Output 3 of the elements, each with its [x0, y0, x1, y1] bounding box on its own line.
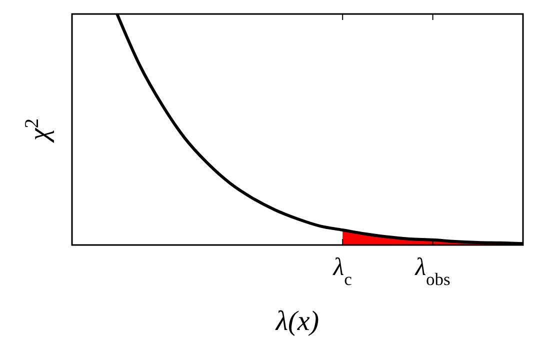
x-axis-title: λ(x) [274, 306, 320, 337]
x-tick-label: λ$_{c}$ [332, 254, 352, 289]
x-tick-label: λ$_{obs}$ [414, 254, 451, 289]
